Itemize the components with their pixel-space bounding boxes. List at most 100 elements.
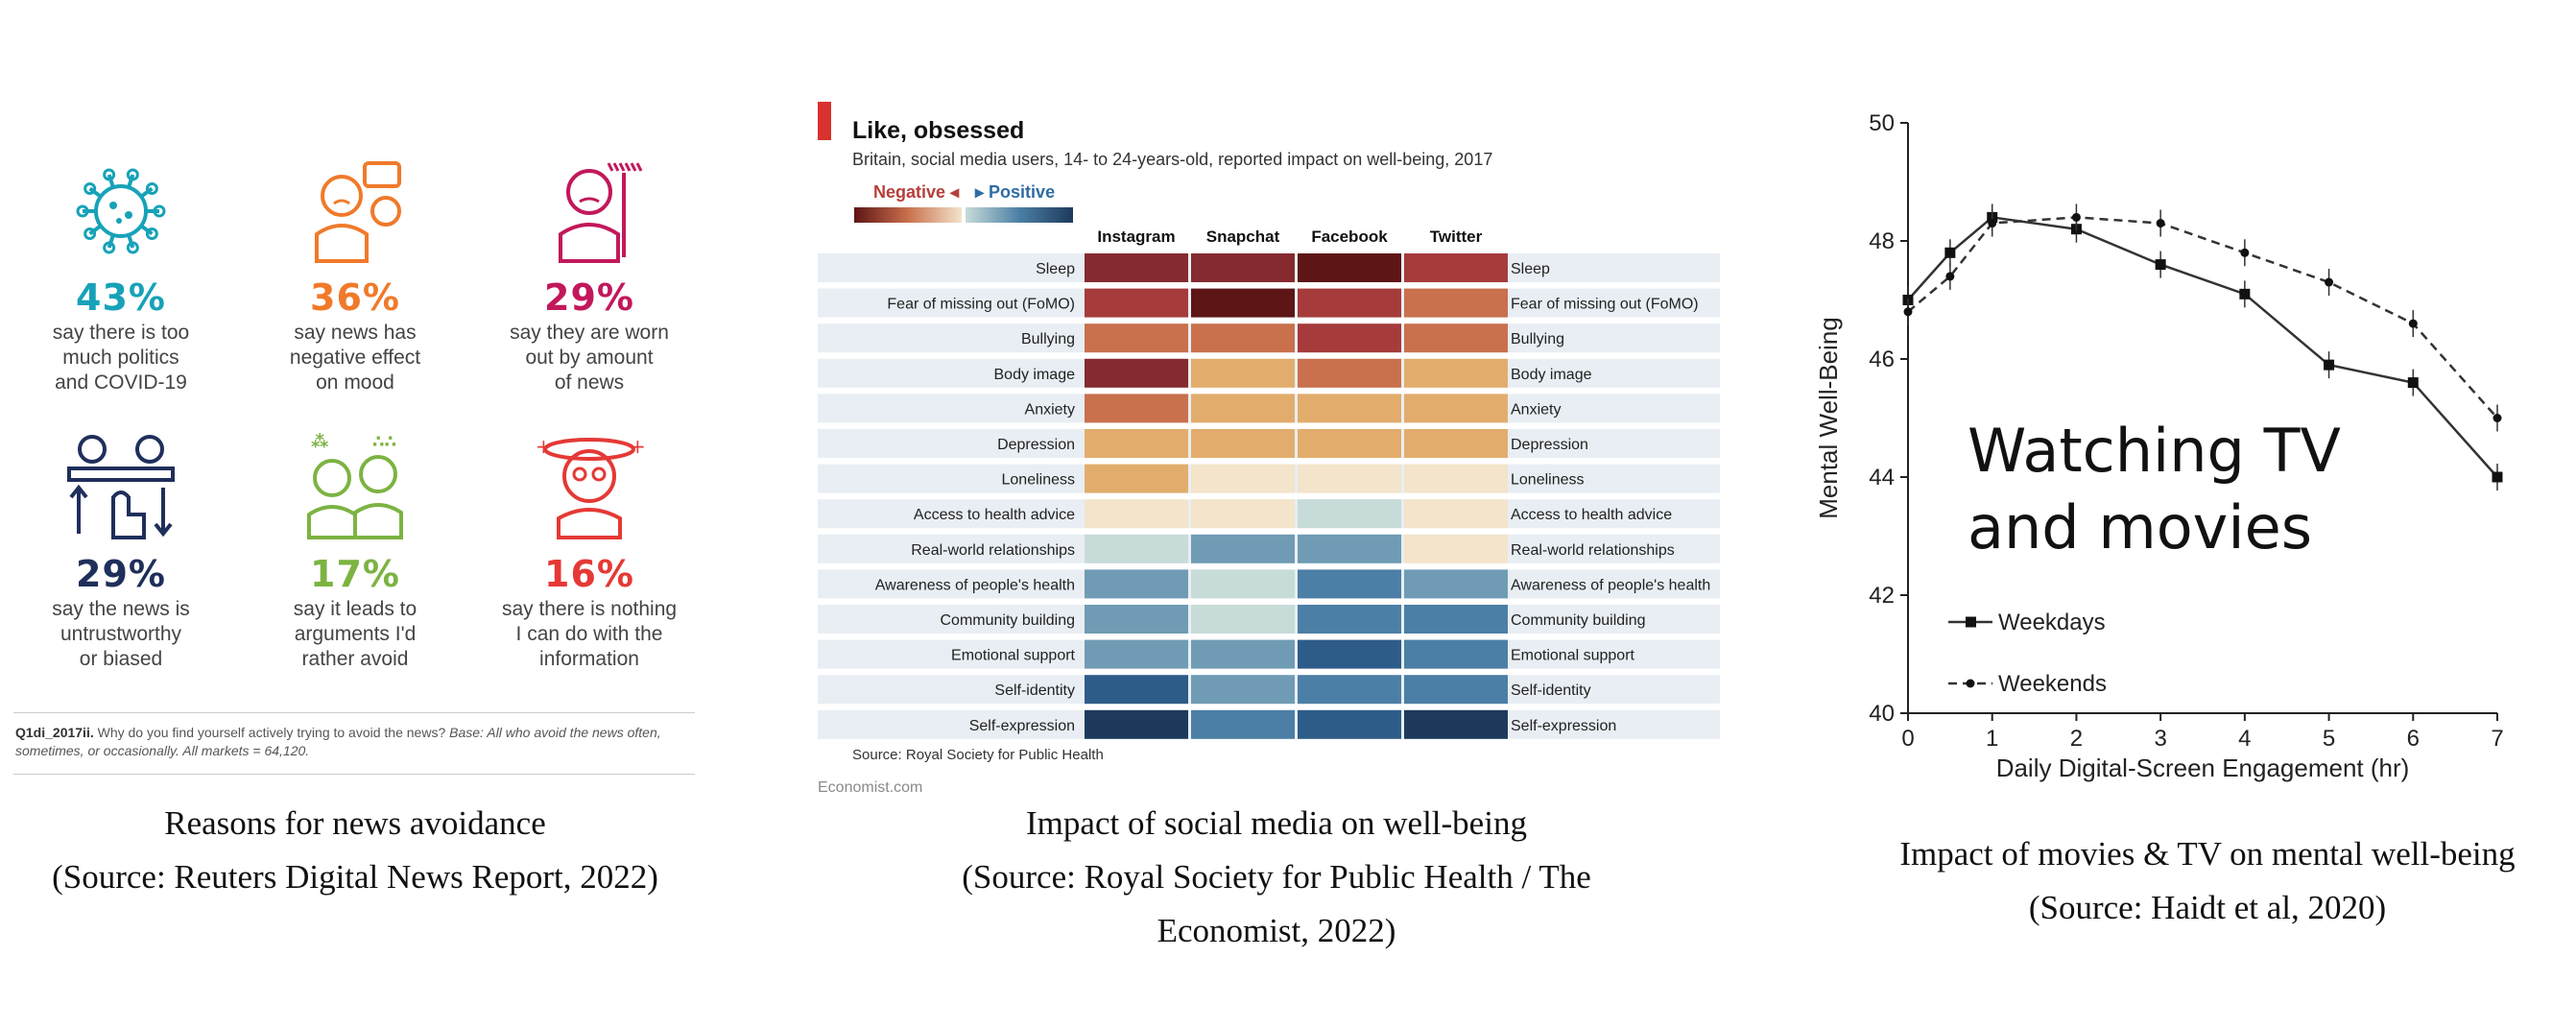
data-point [2239, 288, 2251, 299]
avoidance-reason: 29% say the news is untrustworthy or bias… [6, 430, 236, 672]
avoidance-description: say there is nothing I can do with the i… [501, 598, 678, 670]
data-point [2156, 219, 2165, 228]
economist-red-bar [818, 102, 831, 140]
heatmap-cell [1404, 323, 1508, 353]
survey-note-base: Base: All who avoid the news often, some… [15, 725, 661, 758]
data-point [2240, 248, 2250, 257]
heatmap-cell [1298, 569, 1401, 599]
heatmap-row-label-right: Access to health advice [1511, 507, 1672, 523]
data-point [2408, 319, 2418, 328]
y-tick-label: 44 [1869, 465, 1895, 491]
avoidance-reason: 29% say they are worn out by amount of ne… [474, 154, 704, 395]
heatmap-row-label-right: Awareness of people's health [1511, 577, 1710, 593]
heatmap-row-label-right: Bullying [1511, 331, 1564, 347]
avoidance-percent: 29% [544, 276, 634, 319]
heatmap-column-label: Facebook [1311, 227, 1388, 246]
chart-subtitle: Britain, social media users, 14- to 24-y… [852, 150, 1493, 169]
heatmap-column-label: Twitter [1430, 227, 1483, 246]
heatmap-cell [1085, 675, 1188, 705]
heatmap-cell [1191, 569, 1295, 599]
arguing-people-icon: ⁂ ∴∴ [307, 432, 403, 539]
heatmap-cell [1191, 534, 1295, 563]
avoidance-description: say they are worn out by amount of news [510, 322, 669, 394]
legend-label: Weekdays [1998, 610, 2106, 635]
heatmap-column-label: Instagram [1097, 227, 1175, 246]
heatmap-cell [1404, 288, 1508, 318]
heatmap-row-label-right: Anxiety [1511, 401, 1561, 418]
heatmap-row-label-right: Real-world relationships [1511, 542, 1675, 559]
tv-caption-title: Impact of movies & TV on mental well-bei… [1899, 835, 2516, 873]
heatmap-cell [1404, 394, 1508, 423]
data-point [1903, 307, 1913, 317]
heatmap-cell [1298, 534, 1401, 563]
heatmap-cell [1298, 253, 1401, 282]
x-tick-label: 3 [2154, 726, 2166, 752]
avoidance-percent: 36% [310, 276, 400, 319]
news-caption-title: Reasons for news avoidance [164, 804, 546, 842]
heatmap-row-label: Bullying [1021, 331, 1075, 347]
y-tick-label: 40 [1869, 701, 1895, 727]
news-avoidance-panel: 43% say there is too much politics and CO… [0, 125, 710, 797]
heatmap-row-label: Self-identity [994, 682, 1075, 699]
heatmap-row-label: Real-world relationships [911, 542, 1075, 559]
heatmap-cell [1404, 605, 1508, 634]
data-point [2492, 471, 2503, 483]
wellbeing-line-chart: 40 42 44 46 48 50 0 1 2 3 4 5 6 7 Daily Digital-Screen… [1814, 110, 2504, 782]
y-tick-label: 42 [1869, 583, 1895, 609]
sad-person-icon [315, 161, 401, 263]
heatmap-cell [1085, 569, 1188, 599]
heatmap-cell [1191, 358, 1295, 388]
heatmap-row-label-right: Fear of missing out (FoMO) [1511, 297, 1699, 313]
avoidance-reason: 43% say there is too much politics and CO… [6, 154, 236, 395]
survey-note-code: Q1di_2017ii. [15, 725, 94, 740]
data-point [1945, 272, 1955, 281]
x-tick-label: 7 [2491, 726, 2503, 752]
avoidance-percent: 43% [76, 276, 166, 319]
svg-text:⁂: ⁂ [311, 432, 329, 452]
dizzy-person-icon: + + [536, 435, 646, 539]
heatmap-row-label: Community building [940, 612, 1075, 629]
heatmap-cell [1404, 675, 1508, 705]
heatmap-row-label-right: Loneliness [1511, 472, 1585, 489]
heatmap-row-label: Anxiety [1025, 401, 1075, 418]
heatmap-cell [1298, 605, 1401, 634]
avoidance-percent: 17% [310, 553, 400, 595]
heatmap-cell [1298, 675, 1401, 705]
avoidance-description: say there is too much politics and COVID… [52, 322, 190, 394]
heatmap-cell [1085, 253, 1188, 282]
heatmap-cell [1404, 709, 1508, 739]
svg-text:+: + [630, 435, 646, 458]
heatmap-cell [1298, 288, 1401, 318]
legend-label: Weekends [1998, 671, 2107, 697]
social-media-heatmap: Instagram Snapchat Facebook Twitter Sleep Sle… [818, 227, 1720, 739]
heatmap-row-label-right: Self-expression [1511, 718, 1616, 734]
avoidance-reason: ⁂ ∴∴ 17% say it leads to arguments I'd rath… [240, 430, 470, 672]
heatmap-cell [1085, 288, 1188, 318]
heatmap-cell [1085, 639, 1188, 669]
heatmap-cell [1191, 323, 1295, 353]
heatmap-row-label-right: Self-identity [1511, 682, 1591, 699]
legend-marker [1966, 679, 1975, 688]
avoidance-percent: 16% [544, 553, 634, 595]
heatmap-row-label: Depression [997, 437, 1075, 453]
y-tick-label: 50 [1869, 110, 1895, 136]
social-caption-source: (Source: Royal Society for Public Health… [962, 858, 1591, 896]
heatmap-cell [1404, 639, 1508, 669]
survey-note: Q1di_2017ii. Why do you find yourself ac… [15, 724, 687, 760]
heatmap-row-label: Fear of missing out (FoMO) [887, 297, 1075, 313]
heatmap-cell [1191, 429, 1295, 458]
heatmap-cell [1085, 429, 1188, 458]
x-tick-label: 2 [2070, 726, 2083, 752]
heatmap-cell [1298, 394, 1401, 423]
chart-source: Source: Royal Society for Public Health [852, 747, 1104, 763]
heatmap-cell [1404, 358, 1508, 388]
color-scale-legend [854, 207, 1073, 223]
heatmap-cell [1085, 464, 1188, 493]
heatmap-cell [1085, 709, 1188, 739]
social-caption-source-cont: Economist, 2022) [1157, 912, 1396, 949]
tv-caption: Impact of movies & TV on mental well-bei… [1843, 827, 2572, 935]
heatmap-cell [1085, 499, 1188, 529]
heatmap-cell [1191, 394, 1295, 423]
divider [13, 712, 695, 713]
data-point [2324, 359, 2335, 371]
